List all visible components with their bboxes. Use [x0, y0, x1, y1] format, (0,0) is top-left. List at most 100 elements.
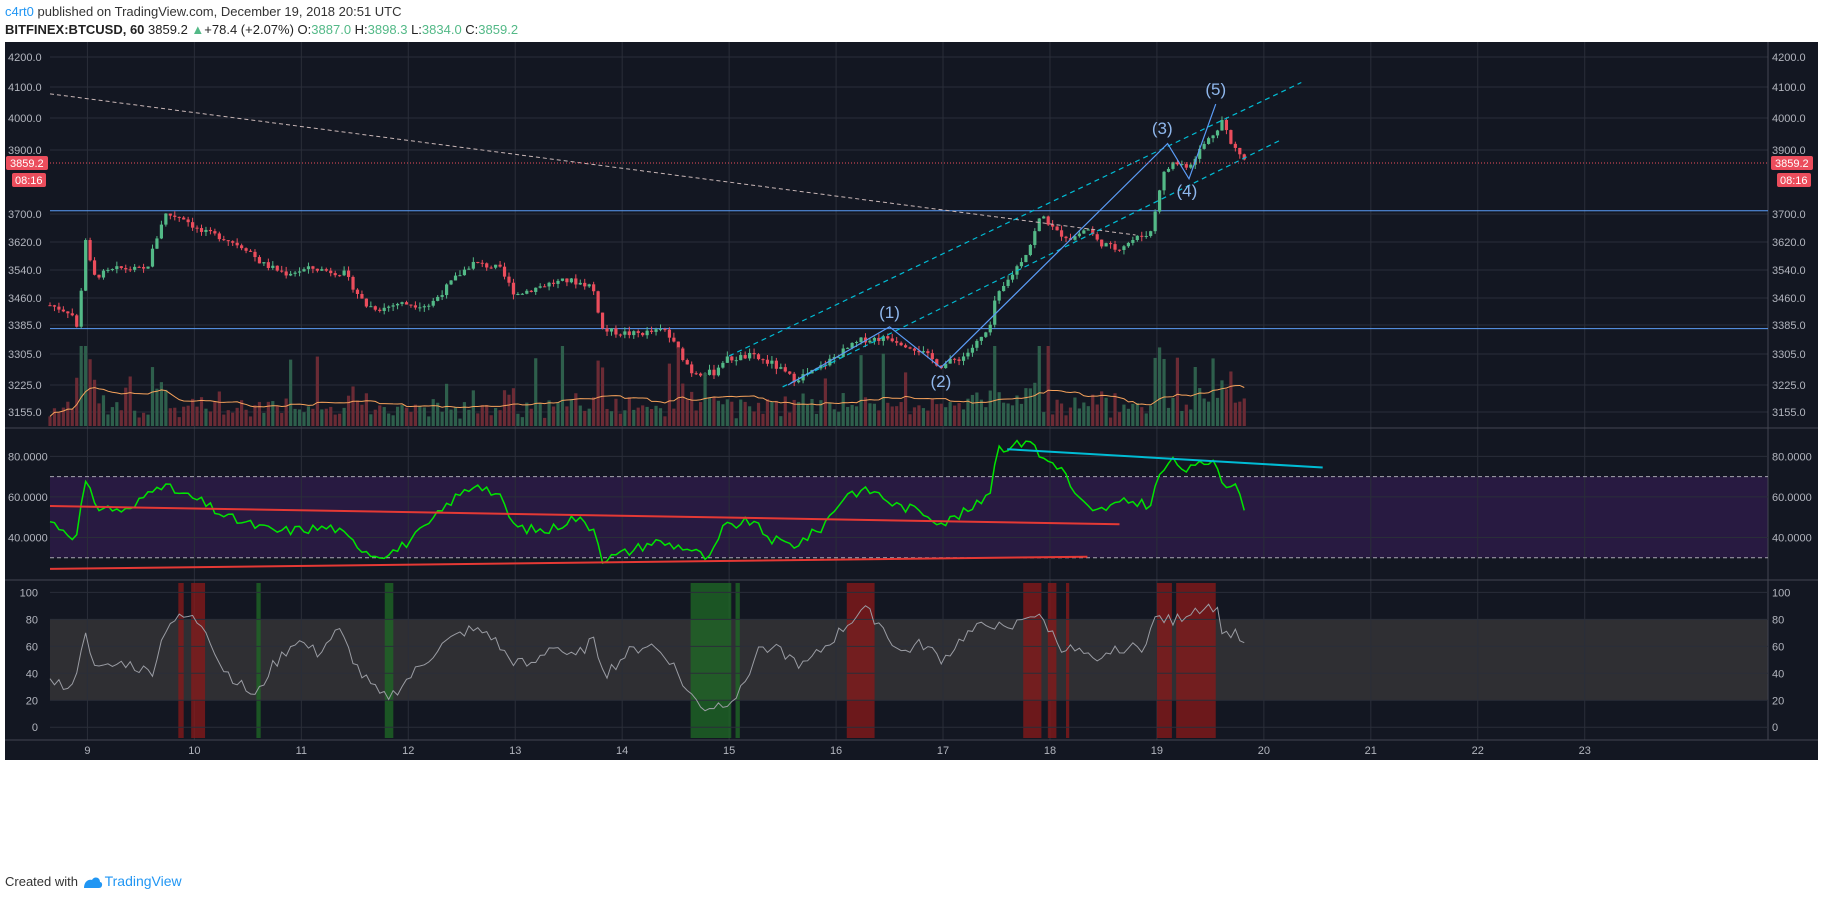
candle-body	[872, 337, 876, 341]
candle-body	[859, 337, 863, 343]
volume-bar	[632, 409, 636, 426]
candle-body	[262, 262, 266, 264]
candle-body	[271, 265, 275, 268]
volume-bar	[222, 414, 226, 426]
created-with-text: Created with	[5, 874, 78, 889]
volume-bar	[908, 414, 912, 426]
volume-bar	[1202, 398, 1206, 426]
price-tick-label-left: 3225.0	[8, 380, 42, 392]
volume-bar	[1037, 346, 1041, 426]
candle-body	[1238, 147, 1242, 155]
volume-bar	[627, 397, 631, 426]
tradingview-brand-link[interactable]: TradingView	[104, 873, 182, 889]
volume-bar	[543, 417, 547, 426]
candle-body	[997, 291, 1001, 301]
volume-bar	[1006, 403, 1010, 426]
price-tick-label-left: 3620.0	[8, 237, 42, 249]
volume-bar	[596, 360, 600, 426]
low-label: L:	[411, 22, 422, 37]
volume-bar	[391, 415, 395, 426]
candle-body	[338, 275, 342, 277]
candle-body	[333, 273, 337, 276]
volume-bar	[97, 403, 101, 426]
last-price-badge-right	[1771, 156, 1813, 171]
author-link[interactable]: c4rt0	[5, 4, 34, 19]
candle-body	[543, 286, 547, 288]
volume-bar	[280, 413, 284, 426]
stoch-signal-zone	[846, 583, 875, 738]
x-tick-label: 21	[1365, 745, 1377, 757]
candle-body	[1140, 235, 1144, 237]
candle-body	[534, 287, 538, 292]
candle-body	[137, 266, 141, 268]
volume-bar	[137, 417, 141, 426]
candle-body	[146, 266, 150, 269]
candle-body	[592, 284, 596, 292]
volume-bar	[413, 404, 418, 426]
volume-bar	[507, 394, 511, 426]
wave-label: (5)	[1205, 80, 1226, 99]
candle-body	[1117, 249, 1122, 251]
candle-body	[1153, 211, 1157, 232]
volume-bar	[1224, 389, 1229, 426]
candle-body	[124, 268, 128, 270]
candle-body	[1144, 235, 1148, 237]
candle-body	[685, 360, 689, 365]
volume-bar	[511, 388, 516, 426]
volume-bar	[240, 400, 244, 426]
candle-body	[547, 282, 551, 287]
volume-bar	[70, 409, 74, 426]
candle-body	[395, 303, 400, 306]
volume-bar	[48, 416, 52, 426]
volume-bar	[311, 408, 315, 426]
last-price-badge-left	[6, 156, 48, 171]
candle-body	[177, 216, 181, 218]
candle-body	[930, 353, 934, 360]
candle-body	[743, 355, 747, 359]
candle-body	[926, 351, 930, 354]
volume-bar	[694, 410, 698, 426]
volume-bar	[1033, 382, 1037, 426]
volume-bar	[159, 382, 164, 426]
volume-bar	[859, 355, 863, 426]
candle-body	[658, 329, 663, 331]
x-tick-label: 12	[402, 745, 414, 757]
stoch-band	[50, 619, 1768, 701]
candle-body	[382, 307, 386, 311]
candle-body	[886, 336, 890, 339]
volume-bar	[984, 407, 988, 426]
volume-bar	[1153, 357, 1157, 426]
volume-bar	[226, 410, 230, 426]
volume-bar	[418, 406, 422, 426]
candle-body	[529, 290, 533, 292]
volume-bar	[975, 392, 979, 426]
volume-bar	[886, 402, 890, 426]
candle-body	[623, 331, 627, 335]
candle-body	[734, 360, 738, 362]
candle-body	[948, 358, 952, 364]
symbol-line: BITFINEX:BTCUSD, 60 3859.2 ▲+78.4 (+2.07…	[5, 22, 518, 37]
candle-body	[1122, 246, 1126, 250]
candle-body	[462, 269, 467, 276]
volume-bar	[863, 397, 868, 426]
candle-body	[79, 290, 83, 327]
candle-body	[1077, 233, 1081, 237]
candle-body	[289, 273, 293, 276]
candle-body	[1033, 231, 1037, 245]
price-change: +78.4 (+2.07%)	[204, 22, 294, 37]
volume-bar	[84, 346, 88, 426]
volume-bar	[1024, 388, 1028, 426]
volume-bar	[231, 412, 235, 426]
volume-bar	[721, 404, 725, 426]
volume-bar	[369, 414, 373, 426]
volume-bar	[1242, 398, 1246, 426]
volume-bar	[801, 393, 805, 426]
volume-bar	[409, 411, 413, 426]
candle-body	[1198, 148, 1202, 159]
price-tick-label-right: 3620.0	[1772, 237, 1806, 249]
volume-bar	[748, 406, 752, 426]
price-tick-label-left: 3900.0	[8, 145, 42, 157]
stoch-tick-label-left: 80	[26, 614, 38, 626]
candle-body	[587, 284, 591, 287]
